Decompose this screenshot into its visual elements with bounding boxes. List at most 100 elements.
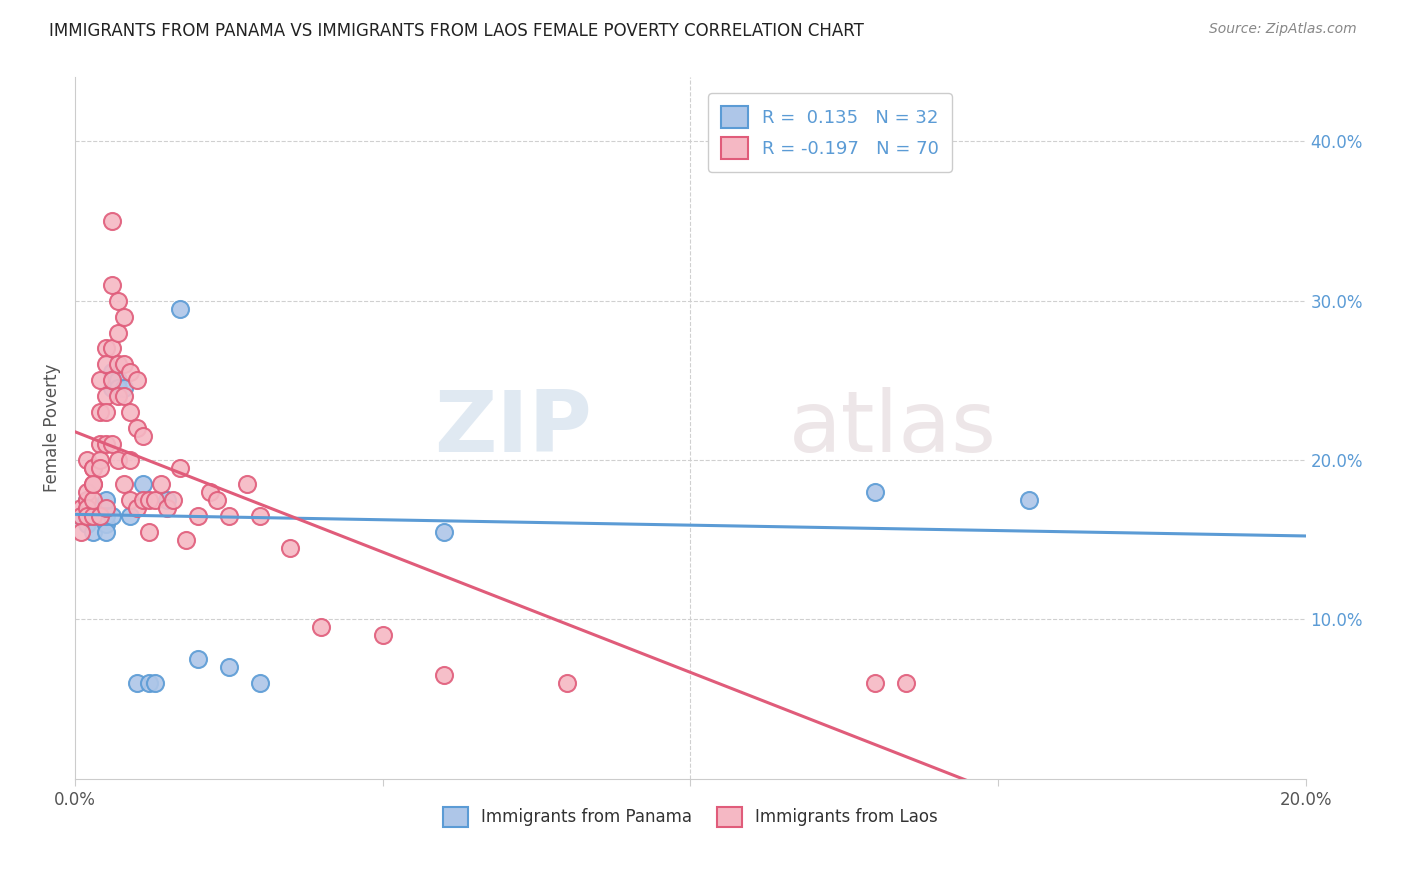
Point xyxy=(125,676,148,690)
Point xyxy=(76,453,98,467)
Point xyxy=(94,342,117,356)
Point xyxy=(89,508,111,523)
Point xyxy=(125,373,148,387)
Point xyxy=(76,508,98,523)
Point xyxy=(555,676,578,690)
Point xyxy=(138,492,160,507)
Text: Source: ZipAtlas.com: Source: ZipAtlas.com xyxy=(1209,22,1357,37)
Point xyxy=(101,437,124,451)
Point xyxy=(218,508,240,523)
Point xyxy=(82,500,104,515)
Point xyxy=(94,358,117,372)
Y-axis label: Female Poverty: Female Poverty xyxy=(44,364,60,492)
Point xyxy=(138,524,160,539)
Point xyxy=(120,492,142,507)
Text: IMMIGRANTS FROM PANAMA VS IMMIGRANTS FROM LAOS FEMALE POVERTY CORRELATION CHART: IMMIGRANTS FROM PANAMA VS IMMIGRANTS FRO… xyxy=(49,22,865,40)
Point xyxy=(76,516,98,531)
Point xyxy=(70,500,93,515)
Point xyxy=(138,676,160,690)
Point xyxy=(205,492,228,507)
Point xyxy=(187,508,209,523)
Point xyxy=(107,381,129,395)
Point xyxy=(101,277,124,292)
Point xyxy=(107,453,129,467)
Point xyxy=(94,508,117,523)
Point xyxy=(82,461,104,475)
Point xyxy=(101,381,124,395)
Point xyxy=(89,405,111,419)
Point xyxy=(94,516,117,531)
Point xyxy=(82,492,104,507)
Point xyxy=(236,477,259,491)
Point xyxy=(89,508,111,523)
Point xyxy=(94,524,117,539)
Point xyxy=(94,389,117,403)
Point xyxy=(94,405,117,419)
Point xyxy=(101,373,124,387)
Point xyxy=(125,500,148,515)
Point xyxy=(76,485,98,500)
Point xyxy=(107,326,129,340)
Point xyxy=(82,508,104,523)
Point xyxy=(107,389,129,403)
Point xyxy=(863,485,886,500)
Legend: Immigrants from Panama, Immigrants from Laos: Immigrants from Panama, Immigrants from … xyxy=(436,800,945,834)
Point xyxy=(94,500,117,515)
Point xyxy=(82,477,104,491)
Point xyxy=(112,477,135,491)
Point xyxy=(218,660,240,674)
Point xyxy=(433,524,456,539)
Point xyxy=(70,508,93,523)
Point xyxy=(249,676,271,690)
Point xyxy=(112,381,135,395)
Point xyxy=(76,500,98,515)
Point xyxy=(94,437,117,451)
Point xyxy=(112,358,135,372)
Point xyxy=(143,492,166,507)
Point xyxy=(120,405,142,419)
Point xyxy=(107,293,129,308)
Point xyxy=(76,492,98,507)
Point xyxy=(863,676,886,690)
Point xyxy=(131,477,153,491)
Point xyxy=(70,508,93,523)
Point xyxy=(280,541,302,555)
Point xyxy=(89,500,111,515)
Point xyxy=(150,477,173,491)
Point xyxy=(187,652,209,666)
Point xyxy=(112,310,135,324)
Point xyxy=(169,461,191,475)
Text: ZIP: ZIP xyxy=(434,386,592,470)
Point xyxy=(89,437,111,451)
Point xyxy=(101,214,124,228)
Point xyxy=(174,533,197,547)
Point xyxy=(143,676,166,690)
Point xyxy=(120,365,142,379)
Point xyxy=(371,628,394,642)
Point xyxy=(120,453,142,467)
Point xyxy=(82,461,104,475)
Point xyxy=(156,500,179,515)
Point xyxy=(89,453,111,467)
Point xyxy=(894,676,917,690)
Point xyxy=(112,389,135,403)
Point xyxy=(309,620,332,634)
Point xyxy=(249,508,271,523)
Point xyxy=(200,485,222,500)
Point xyxy=(82,508,104,523)
Point xyxy=(169,301,191,316)
Point xyxy=(76,492,98,507)
Point xyxy=(120,508,142,523)
Point xyxy=(89,500,111,515)
Point xyxy=(94,492,117,507)
Point xyxy=(131,429,153,443)
Point xyxy=(156,492,179,507)
Point xyxy=(125,421,148,435)
Point xyxy=(89,461,111,475)
Point xyxy=(89,373,111,387)
Point xyxy=(101,508,124,523)
Point xyxy=(101,365,124,379)
Point xyxy=(433,668,456,682)
Point xyxy=(101,342,124,356)
Point xyxy=(131,492,153,507)
